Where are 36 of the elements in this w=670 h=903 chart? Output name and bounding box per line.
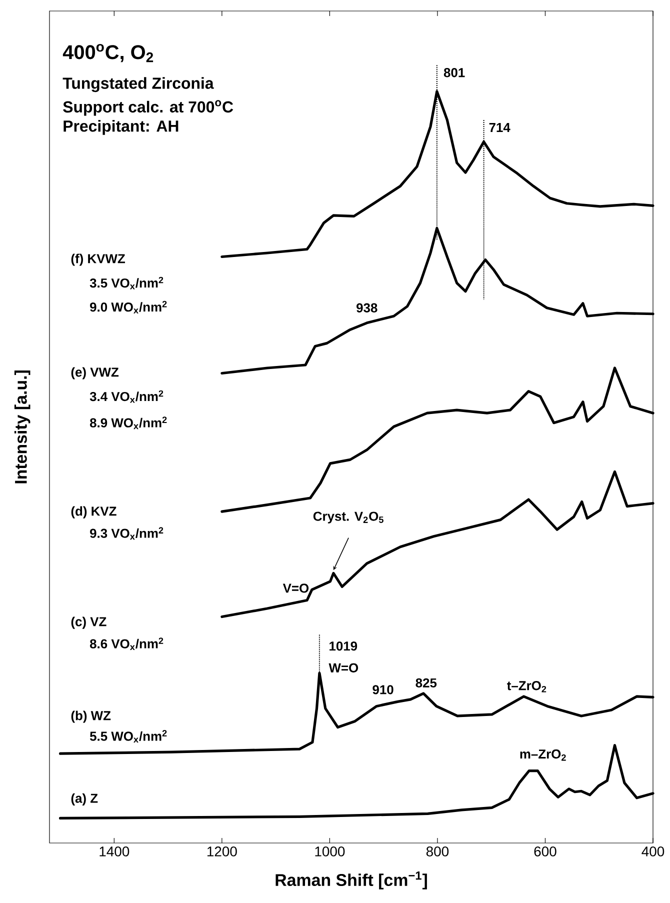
annotation: m–ZrO$_{2}$ — [520, 749, 566, 761]
y-axis-title: Intensity [a.u.] — [14, 370, 30, 484]
x-tick-label: 1400 — [100, 846, 130, 856]
annotation: (f) KVWZ — [71, 254, 125, 266]
annotation: 5.5 WO$_{x}$/nm$^{2}$ — [90, 730, 167, 743]
x-tick-label: 1200 — [207, 846, 237, 856]
annotation: 938 — [356, 303, 378, 312]
annotation: 8.6 VO$_{x}$/nm$^{2}$ — [90, 638, 164, 650]
annotation: 801 — [444, 68, 465, 78]
annotation: 714 — [489, 123, 510, 132]
annotation: (a) Z — [71, 793, 98, 806]
annotation: W=O — [328, 663, 358, 672]
annotation: 1019 — [330, 641, 358, 651]
annotation: (e) VWZ — [71, 367, 119, 380]
annotation: 9.0 WO$_{x}$/nm$^{2}$ — [90, 300, 167, 314]
x-tick-label: 600 — [534, 846, 556, 856]
annotation: Cryst. V$_{2}$O$_{5}$ — [313, 512, 384, 524]
annotation: 3.5 VO$_{x}$/nm$^{2}$ — [90, 276, 164, 290]
annotation: (d) KVZ — [71, 506, 116, 518]
annotation: (c) VZ — [71, 616, 106, 629]
chart-title: 400$^{o}$C, O$_{2}$ — [62, 44, 154, 62]
annotation: 3.4 VO$_{x}$/nm$^{2}$ — [90, 390, 164, 403]
annotation: V=O — [282, 584, 309, 593]
annotation: 9.3 VO$_{x}$/nm$^{2}$ — [90, 527, 164, 540]
chart-subtitle: Tungstated Zirconia — [62, 77, 214, 92]
x-axis-title: Raman Shift [cm$^{−1}$] — [276, 871, 427, 890]
x-tick-label: 400 — [642, 846, 664, 856]
annotation: 8.9 WO$_{x}$/nm$^{2}$ — [90, 416, 167, 430]
annotation: Support calc. at 700$^{o}$C — [63, 100, 234, 116]
annotation: Precipitant: AH — [64, 120, 178, 135]
x-tick-label: 800 — [426, 846, 449, 856]
annotation: 825 — [416, 678, 437, 688]
annotation: (b) WZ — [71, 710, 111, 723]
annotation: t–ZrO$_{2}$ — [507, 681, 546, 692]
annotation: 910 — [372, 685, 394, 694]
x-tick-label: 1000 — [315, 846, 345, 856]
